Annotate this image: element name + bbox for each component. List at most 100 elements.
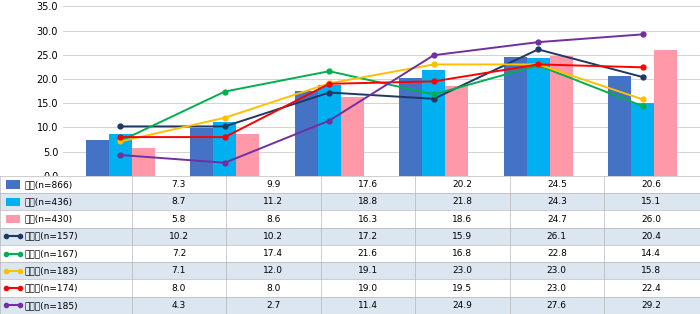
Text: 17.2: 17.2 <box>358 232 378 241</box>
Text: 24.5: 24.5 <box>547 180 567 189</box>
Text: 男性(n=436): 男性(n=436) <box>25 197 73 206</box>
Bar <box>550 56 573 176</box>
Text: 20.6: 20.6 <box>641 180 662 189</box>
Bar <box>341 97 364 176</box>
Text: 7.2: 7.2 <box>172 249 186 258</box>
Text: 24.3: 24.3 <box>547 197 567 206</box>
Bar <box>214 122 237 176</box>
Text: 女性(n=430): 女性(n=430) <box>25 214 73 224</box>
Text: 29.2: 29.2 <box>641 301 662 310</box>
Text: 14.4: 14.4 <box>641 249 662 258</box>
Text: ３０代(n=167): ３０代(n=167) <box>25 249 78 258</box>
Bar <box>190 128 214 176</box>
Bar <box>422 70 445 176</box>
２０代(n=157) <box>325 91 333 95</box>
Text: 15.1: 15.1 <box>641 197 662 206</box>
４０代(n=183) <box>116 139 125 143</box>
Bar <box>0 210 700 228</box>
４０代(n=183) <box>325 81 333 85</box>
２０代(n=157) <box>638 75 647 79</box>
Text: ５０代(n=174): ５０代(n=174) <box>25 284 78 293</box>
Text: ６０代(n=185): ６０代(n=185) <box>25 301 78 310</box>
Text: 11.2: 11.2 <box>263 197 284 206</box>
Line: ３０代(n=167): ３０代(n=167) <box>118 63 645 143</box>
５０代(n=174) <box>325 82 333 86</box>
３０代(n=167) <box>325 69 333 73</box>
Bar <box>6 180 20 189</box>
Text: 7.1: 7.1 <box>172 266 186 275</box>
４０代(n=183) <box>430 62 438 66</box>
Text: 7.3: 7.3 <box>172 180 186 189</box>
Bar <box>608 76 631 176</box>
Line: ４０代(n=183): ４０代(n=183) <box>118 62 645 144</box>
Text: 17.6: 17.6 <box>358 180 378 189</box>
Bar <box>445 86 468 176</box>
Line: ６０代(n=185): ６０代(n=185) <box>118 32 645 165</box>
Text: 20.2: 20.2 <box>452 180 472 189</box>
Text: 5.8: 5.8 <box>172 214 186 224</box>
２０代(n=157) <box>430 97 438 101</box>
Text: 8.0: 8.0 <box>266 284 281 293</box>
Text: 8.7: 8.7 <box>172 197 186 206</box>
Bar <box>504 57 526 176</box>
Bar <box>295 90 318 176</box>
Bar <box>0 262 700 279</box>
６０代(n=185) <box>534 40 542 44</box>
Text: 17.4: 17.4 <box>263 249 284 258</box>
Text: 18.6: 18.6 <box>452 214 472 224</box>
Bar <box>109 134 132 176</box>
Text: 24.7: 24.7 <box>547 214 567 224</box>
Text: ２０代(n=157): ２０代(n=157) <box>25 232 78 241</box>
Bar <box>654 50 677 176</box>
Text: 26.0: 26.0 <box>641 214 662 224</box>
５０代(n=174) <box>116 135 125 139</box>
Text: 8.0: 8.0 <box>172 284 186 293</box>
Text: 22.4: 22.4 <box>641 284 662 293</box>
Bar <box>318 85 341 176</box>
Bar <box>86 140 109 176</box>
Bar <box>0 228 700 245</box>
２０代(n=157) <box>220 125 229 128</box>
４０代(n=183) <box>220 116 229 120</box>
Text: 15.9: 15.9 <box>452 232 472 241</box>
Line: ２０代(n=157): ２０代(n=157) <box>118 47 645 129</box>
６０代(n=185) <box>325 119 333 122</box>
２０代(n=157) <box>534 47 542 51</box>
Text: 8.6: 8.6 <box>266 214 281 224</box>
３０代(n=167) <box>430 93 438 96</box>
３０代(n=167) <box>638 104 647 108</box>
Text: 20.4: 20.4 <box>641 232 662 241</box>
Text: ４０代(n=183): ４０代(n=183) <box>25 266 78 275</box>
６０代(n=185) <box>638 32 647 36</box>
６０代(n=185) <box>116 153 125 157</box>
Text: 24.9: 24.9 <box>452 301 472 310</box>
Text: 26.1: 26.1 <box>547 232 567 241</box>
４０代(n=183) <box>534 62 542 66</box>
５０代(n=174) <box>638 65 647 69</box>
Text: 11.4: 11.4 <box>358 301 378 310</box>
Bar <box>526 58 550 176</box>
Text: 15.8: 15.8 <box>641 266 662 275</box>
６０代(n=185) <box>430 53 438 57</box>
Bar <box>6 198 20 206</box>
５０代(n=174) <box>534 62 542 66</box>
４０代(n=183) <box>638 97 647 101</box>
Bar <box>0 193 700 210</box>
Text: 23.0: 23.0 <box>547 284 567 293</box>
Text: 9.9: 9.9 <box>266 180 281 189</box>
Bar <box>0 245 700 262</box>
Bar <box>399 78 422 176</box>
２０代(n=157) <box>116 125 125 128</box>
Text: 4.3: 4.3 <box>172 301 186 310</box>
Text: 10.2: 10.2 <box>169 232 189 241</box>
５０代(n=174) <box>220 135 229 139</box>
Text: 21.6: 21.6 <box>358 249 378 258</box>
Text: 12.0: 12.0 <box>263 266 284 275</box>
Bar <box>6 215 20 223</box>
Text: 22.8: 22.8 <box>547 249 567 258</box>
Text: 10.2: 10.2 <box>263 232 284 241</box>
Text: 19.0: 19.0 <box>358 284 378 293</box>
Text: 16.3: 16.3 <box>358 214 378 224</box>
Bar <box>631 103 654 176</box>
Bar <box>132 148 155 176</box>
